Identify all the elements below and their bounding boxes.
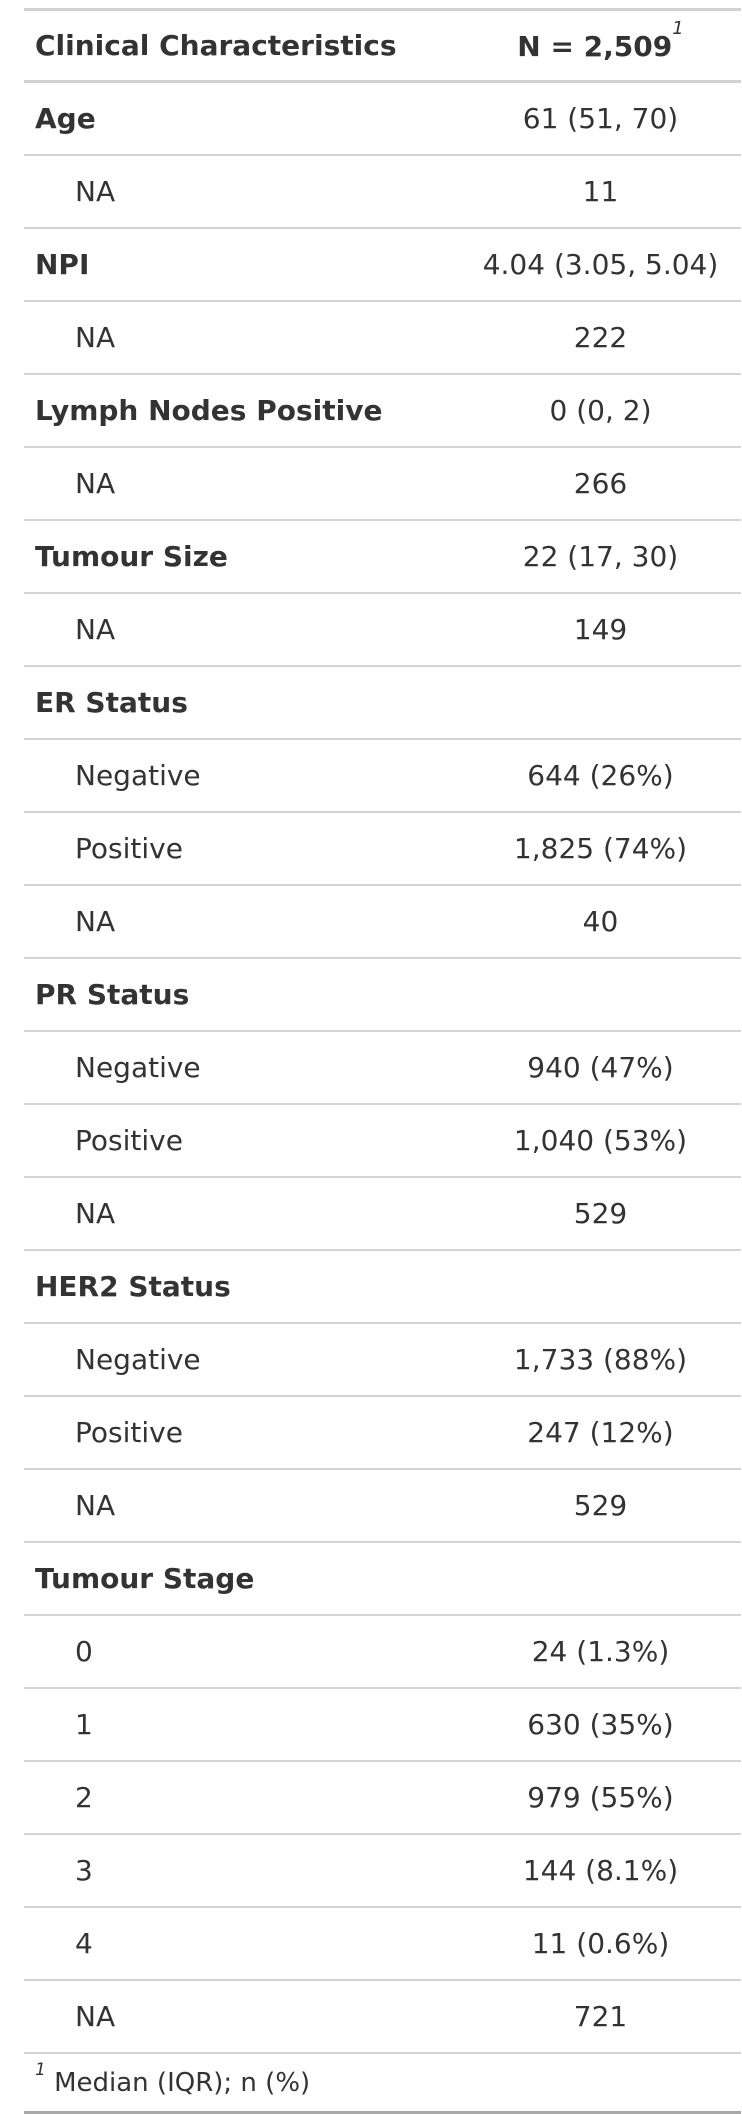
table-row: NA 529 bbox=[24, 1177, 741, 1251]
level-label: NA bbox=[24, 447, 460, 521]
table-row: Tumour Stage bbox=[24, 1542, 741, 1616]
variable-value bbox=[460, 666, 741, 740]
variable-label: NPI bbox=[24, 228, 460, 302]
level-value: 940 (47%) bbox=[460, 1031, 741, 1105]
footnote-text: Median (IQR); n (%) bbox=[54, 2067, 311, 2098]
level-value: 11 bbox=[460, 155, 741, 229]
variable-value: 22 (17, 30) bbox=[460, 520, 741, 594]
variable-value: 0 (0, 2) bbox=[460, 374, 741, 448]
variable-value: 61 (51, 70) bbox=[460, 81, 741, 156]
variable-value bbox=[460, 1542, 741, 1616]
table-row: 2 979 (55%) bbox=[24, 1761, 741, 1835]
clinical-characteristics-table: Clinical Characteristics N = 2,5091 Age 6… bbox=[24, 8, 741, 2114]
level-value: 149 bbox=[460, 593, 741, 667]
level-value: 529 bbox=[460, 1177, 741, 1251]
level-label: NA bbox=[24, 593, 460, 667]
level-value: 1,733 (88%) bbox=[460, 1323, 741, 1397]
level-label: Positive bbox=[24, 1104, 460, 1178]
header-footnote-mark: 1 bbox=[672, 17, 684, 39]
level-value: 222 bbox=[460, 301, 741, 375]
footnote-mark: 1 bbox=[35, 2059, 46, 2080]
level-label: Negative bbox=[24, 739, 460, 813]
level-label: NA bbox=[24, 155, 460, 229]
level-value: 24 (1.3%) bbox=[460, 1615, 741, 1689]
variable-label: Age bbox=[24, 81, 460, 156]
level-label: 1 bbox=[24, 1688, 460, 1762]
level-value: 529 bbox=[460, 1469, 741, 1543]
table-row: Positive 247 (12%) bbox=[24, 1396, 741, 1470]
variable-label: ER Status bbox=[24, 666, 460, 740]
table-row: 3 144 (8.1%) bbox=[24, 1834, 741, 1908]
level-value: 721 bbox=[460, 1980, 741, 2054]
level-label: Negative bbox=[24, 1323, 460, 1397]
table-row: HER2 Status bbox=[24, 1250, 741, 1324]
level-label: Positive bbox=[24, 1396, 460, 1470]
table-row: NPI 4.04 (3.05, 5.04) bbox=[24, 228, 741, 302]
variable-value bbox=[460, 1250, 741, 1324]
variable-value: 4.04 (3.05, 5.04) bbox=[460, 228, 741, 302]
level-label: 3 bbox=[24, 1834, 460, 1908]
level-label: Positive bbox=[24, 812, 460, 886]
table-row: Tumour Size 22 (17, 30) bbox=[24, 520, 741, 594]
level-value: 40 bbox=[460, 885, 741, 959]
level-label: NA bbox=[24, 1469, 460, 1543]
level-value: 11 (0.6%) bbox=[460, 1907, 741, 1981]
header-value: N = 2,509 bbox=[517, 29, 673, 63]
table-row: 1 630 (35%) bbox=[24, 1688, 741, 1762]
level-value: 644 (26%) bbox=[460, 739, 741, 813]
table-row: Positive 1,040 (53%) bbox=[24, 1104, 741, 1178]
table-row: ER Status bbox=[24, 666, 741, 740]
footnote-row: 1 Median (IQR); n (%) bbox=[24, 2053, 741, 2114]
variable-value bbox=[460, 958, 741, 1032]
variable-label: PR Status bbox=[24, 958, 460, 1032]
level-label: NA bbox=[24, 1177, 460, 1251]
table-row: NA 266 bbox=[24, 447, 741, 521]
header-row: Clinical Characteristics N = 2,5091 bbox=[24, 9, 741, 83]
table-row: Negative 1,733 (88%) bbox=[24, 1323, 741, 1397]
level-value: 144 (8.1%) bbox=[460, 1834, 741, 1908]
table-row: NA 11 bbox=[24, 155, 741, 229]
level-label: 0 bbox=[24, 1615, 460, 1689]
table-footnote: 1 Median (IQR); n (%) bbox=[24, 2053, 741, 2114]
table-row: NA 40 bbox=[24, 885, 741, 959]
level-label: 2 bbox=[24, 1761, 460, 1835]
header-label: Clinical Characteristics bbox=[24, 9, 460, 83]
variable-label: Lymph Nodes Positive bbox=[24, 374, 460, 448]
level-value: 266 bbox=[460, 447, 741, 521]
level-value: 247 (12%) bbox=[460, 1396, 741, 1470]
table-row: NA 222 bbox=[24, 301, 741, 375]
level-label: NA bbox=[24, 1980, 460, 2054]
table-row: Negative 940 (47%) bbox=[24, 1031, 741, 1105]
level-label: NA bbox=[24, 301, 460, 375]
level-value: 979 (55%) bbox=[460, 1761, 741, 1835]
table-row: Lymph Nodes Positive 0 (0, 2) bbox=[24, 374, 741, 448]
table-row: 0 24 (1.3%) bbox=[24, 1615, 741, 1689]
level-value: 1,040 (53%) bbox=[460, 1104, 741, 1178]
table-row: Positive 1,825 (74%) bbox=[24, 812, 741, 886]
level-label: NA bbox=[24, 885, 460, 959]
table-row: Negative 644 (26%) bbox=[24, 739, 741, 813]
table-row: 4 11 (0.6%) bbox=[24, 1907, 741, 1981]
level-label: 4 bbox=[24, 1907, 460, 1981]
variable-label: Tumour Stage bbox=[24, 1542, 460, 1616]
table-row: NA 149 bbox=[24, 593, 741, 667]
level-label: Negative bbox=[24, 1031, 460, 1105]
variable-label: Tumour Size bbox=[24, 520, 460, 594]
summary-table-container: Clinical Characteristics N = 2,5091 Age 6… bbox=[24, 8, 741, 2114]
table-row: Age 61 (51, 70) bbox=[24, 81, 741, 156]
table-row: NA 721 bbox=[24, 1980, 741, 2054]
header-value-cell: N = 2,5091 bbox=[460, 9, 741, 83]
level-value: 1,825 (74%) bbox=[460, 812, 741, 886]
table-row: PR Status bbox=[24, 958, 741, 1032]
table-row: NA 529 bbox=[24, 1469, 741, 1543]
variable-label: HER2 Status bbox=[24, 1250, 460, 1324]
level-value: 630 (35%) bbox=[460, 1688, 741, 1762]
